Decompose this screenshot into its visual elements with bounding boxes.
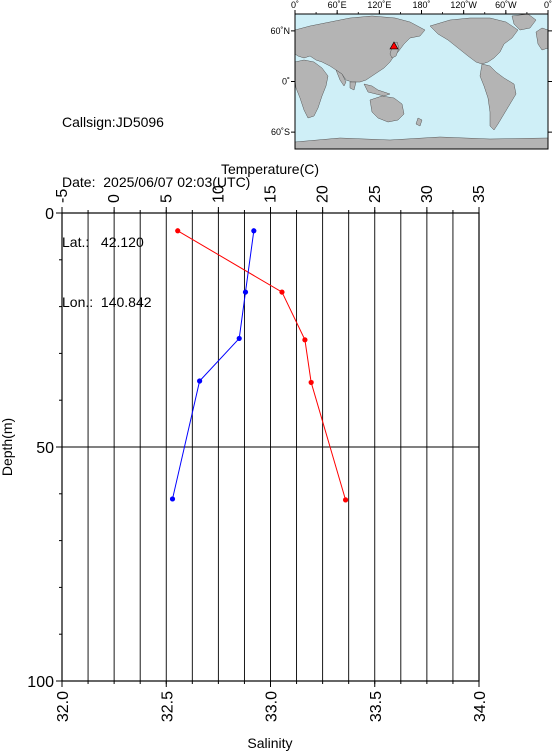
temperature-tick-label: 25 bbox=[367, 185, 384, 203]
date-line: Date: 2025/06/07 02:03(UTC) bbox=[62, 174, 251, 190]
temperature-tick-labels: -5 0 5 10 15 20 25 30 35 bbox=[54, 185, 488, 203]
salinity-data-point bbox=[242, 289, 249, 295]
land-south-asia bbox=[335, 69, 357, 91]
temperature-profile-line bbox=[177, 230, 347, 501]
temperature-tick-label: 10 bbox=[210, 185, 227, 203]
map-lat-tick-label: 60˚N bbox=[270, 26, 290, 36]
land-australia bbox=[369, 95, 405, 123]
map-lat-tick-label: 60˚S bbox=[271, 127, 290, 137]
depth-tick-label: 100 bbox=[27, 674, 54, 691]
profile-chart: -5 0 5 10 15 20 25 30 35 32.0 32.5 33.0 33.5 34.0 05… bbox=[0, 161, 489, 751]
date-value: 2025/06/07 02:03(UTC) bbox=[103, 174, 251, 190]
station-marker-icon bbox=[389, 41, 399, 50]
map-top-tick-label: 120˚E bbox=[367, 0, 391, 10]
temperature-data-point bbox=[279, 289, 285, 295]
callsign-value: JD5096 bbox=[115, 114, 164, 130]
depth-tick-label: 0 bbox=[45, 206, 54, 223]
lon-line: Lon.: 140.842 bbox=[62, 294, 152, 310]
chart-grid bbox=[61, 213, 480, 681]
land-africa bbox=[294, 59, 329, 119]
salinity-axis-label: Salinity bbox=[247, 735, 292, 751]
salinity-data-point bbox=[197, 378, 203, 384]
salinity-data-point bbox=[169, 496, 176, 502]
map-top-tick-label: 0˚ bbox=[544, 0, 552, 10]
temperature-data-point bbox=[175, 228, 181, 234]
temperature-tick-label: 15 bbox=[263, 185, 280, 203]
salinity-tick-label: 33.5 bbox=[368, 691, 385, 722]
map-land bbox=[294, 13, 549, 150]
map-top-tick-label: 180˚ bbox=[412, 0, 430, 10]
lon-value: 140.842 bbox=[100, 294, 152, 310]
callsign-line: Callsign:JD5096 bbox=[62, 114, 164, 130]
temperature-tick-label: 30 bbox=[419, 185, 436, 203]
map-top-tick-label: 0˚ bbox=[291, 0, 299, 10]
salinity-tick-label: 34.0 bbox=[472, 691, 489, 722]
salinity-tick-label: 32.0 bbox=[55, 691, 72, 722]
land-north-america bbox=[429, 17, 519, 65]
land-eurasia bbox=[294, 15, 426, 83]
depth-tick-label: 50 bbox=[36, 440, 54, 457]
temperature-tick-label: -5 bbox=[54, 189, 71, 203]
world-map-inset: 0˚ 60˚E 120˚E 180˚ 120˚W 60˚W 0˚ 60˚N 0˚ 60˚S bbox=[270, 0, 552, 150]
temperature-data-point bbox=[302, 337, 308, 343]
depth-tick-labels: 0 50 100 bbox=[27, 206, 54, 691]
temperature-axis-label: Temperature(C) bbox=[221, 161, 319, 177]
lat-value: 42.120 bbox=[100, 234, 144, 250]
map-top-tick-label: 120˚W bbox=[450, 0, 477, 10]
temperature-tick-label: 5 bbox=[158, 194, 175, 203]
map-lat-tick-label: 0˚ bbox=[282, 77, 290, 87]
salinity-data-point bbox=[236, 335, 242, 342]
land-antarctica bbox=[294, 136, 549, 150]
temperature-data-point bbox=[308, 379, 314, 386]
temperature-tick-label: 35 bbox=[471, 185, 488, 203]
depth-axis-label: Depth(m) bbox=[0, 418, 15, 476]
temperature-data-point bbox=[342, 497, 349, 503]
map-top-tick-label: 60˚E bbox=[328, 0, 347, 10]
temperature-tick-label: 0 bbox=[106, 194, 123, 203]
salinity-tick-label: 33.0 bbox=[264, 691, 281, 722]
series-layer bbox=[169, 228, 349, 503]
salinity-data-point bbox=[251, 228, 257, 234]
land-new-zealand bbox=[415, 117, 423, 127]
land-south-america bbox=[479, 63, 517, 131]
land-southeast-asia bbox=[363, 83, 391, 97]
map-top-tick-labels: 0˚ 60˚E 120˚E 180˚ 120˚W 60˚W 0˚ bbox=[291, 0, 552, 10]
station-info: Callsign:JD5096 Date: 2025/06/07 02:03(U… bbox=[62, 72, 250, 332]
map-lat-tick-labels: 60˚N 0˚ 60˚S bbox=[270, 26, 290, 137]
salinity-tick-label: 32.5 bbox=[159, 691, 176, 722]
map-top-tick-label: 60˚W bbox=[495, 0, 517, 10]
lat-line: Lat.: 42.120 bbox=[62, 234, 144, 250]
salinity-tick-labels: 32.0 32.5 33.0 33.5 34.0 bbox=[55, 691, 489, 722]
temperature-tick-label: 20 bbox=[315, 185, 332, 203]
map-ticks bbox=[291, 10, 552, 133]
station-marker-shape bbox=[389, 41, 399, 50]
land-japan bbox=[389, 41, 400, 59]
salinity-profile-line bbox=[172, 230, 255, 500]
axis-ticks bbox=[56, 207, 480, 687]
